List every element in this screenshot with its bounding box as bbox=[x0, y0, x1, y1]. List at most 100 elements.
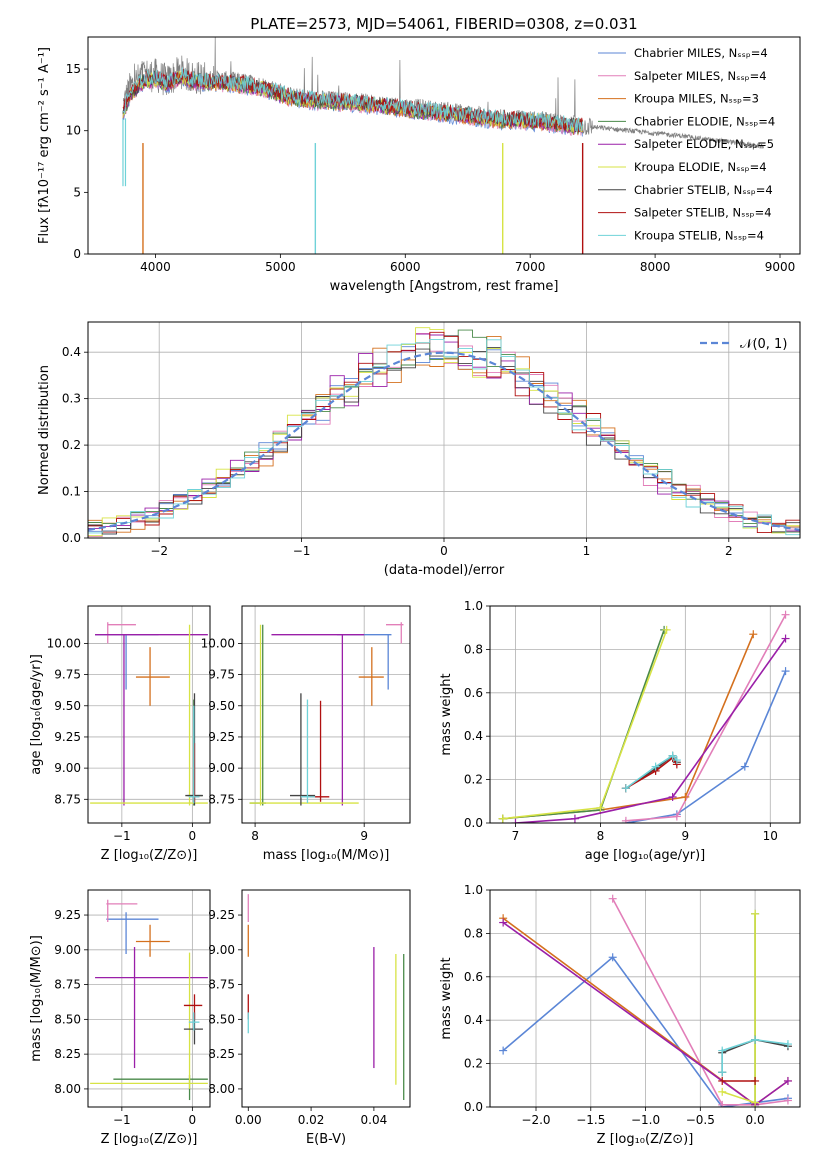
x-tick-label: 0.00 bbox=[235, 1113, 262, 1127]
residual-histogram-step bbox=[88, 331, 800, 538]
x-axis-label: Z [log₁₀(Z/Z⊙)] bbox=[101, 1132, 198, 1147]
y-tick-label: 10.00 bbox=[47, 636, 81, 650]
x-tick-label: 4000 bbox=[140, 260, 171, 274]
y-tick-label: 10 bbox=[66, 124, 81, 138]
mass-weight-line bbox=[625, 756, 678, 789]
residual-histograms bbox=[88, 327, 800, 538]
y-tick-label: 9.50 bbox=[54, 699, 81, 713]
y-tick-label: 0 bbox=[73, 247, 81, 261]
x-axis-label: (data-model)/error bbox=[384, 563, 505, 578]
y-tick-label: 8.00 bbox=[54, 1082, 81, 1096]
residual-histogram-step bbox=[88, 338, 800, 538]
legend-label: Chabrier STELIB, Nₛₛₚ=4 bbox=[634, 183, 773, 197]
y-axis-label: mass [log₁₀(M/M⊙)] bbox=[29, 935, 44, 1062]
weight_vs_Z-lines bbox=[499, 894, 792, 1107]
x-tick-label: 6000 bbox=[390, 260, 421, 274]
y-axis-label: age [log₁₀(age/yr)] bbox=[29, 654, 44, 775]
y-tick-label: 9.75 bbox=[54, 668, 81, 682]
y-tick-label: 8.75 bbox=[208, 792, 235, 806]
mass-weight-line bbox=[721, 1038, 789, 1073]
mass-weight-line bbox=[515, 638, 787, 823]
y-tick-label: 0.2 bbox=[464, 773, 483, 787]
x-tick-label: 0.04 bbox=[361, 1113, 388, 1127]
mass-weight-line bbox=[502, 629, 668, 820]
y-axis-label: Flux [fλ10⁻¹⁷ erg cm⁻² s⁻¹ A⁻¹] bbox=[37, 47, 52, 244]
x-tick-label: 0 bbox=[189, 1113, 197, 1127]
y-tick-label: 8.00 bbox=[208, 1082, 235, 1096]
x-axis-label: Z [log₁₀(Z/Z⊙)] bbox=[597, 1132, 694, 1147]
y-tick-label: 0.2 bbox=[62, 438, 81, 452]
x-axis-label: wavelength [Angstrom, rest frame] bbox=[330, 279, 559, 294]
spectrum-lines bbox=[122, 37, 764, 254]
y-tick-label: 9.00 bbox=[54, 943, 81, 957]
mass-weight-line bbox=[625, 754, 678, 789]
x-tick-label: 2 bbox=[725, 544, 733, 558]
y-tick-label: 0.6 bbox=[464, 970, 483, 984]
y-tick-label: 9.00 bbox=[208, 761, 235, 775]
x-tick-label: 0.02 bbox=[298, 1113, 325, 1127]
x-tick-label: 0 bbox=[189, 829, 197, 843]
x-tick-label: 7 bbox=[512, 829, 520, 843]
y-tick-label: 8.25 bbox=[54, 1047, 81, 1061]
y-tick-label: 8.50 bbox=[54, 1012, 81, 1026]
y-tick-label: 8.75 bbox=[208, 978, 235, 992]
x-tick-label: 9000 bbox=[765, 260, 796, 274]
residuals-frame bbox=[87, 321, 801, 539]
x-tick-label: −0.5 bbox=[686, 1113, 715, 1127]
y-tick-label: 9.25 bbox=[54, 730, 81, 744]
legend-label: 𝒩(0, 1) bbox=[740, 337, 787, 352]
y-tick-label: 5 bbox=[73, 185, 81, 199]
spectrum-axes: 4000 5000 6000 7000 8000 9000 0 5 10 15 wavelength… bbox=[37, 47, 795, 294]
x-tick-label: 8000 bbox=[640, 260, 671, 274]
model-spectrum-line bbox=[122, 67, 583, 132]
x-axis-label: age [log₁₀(age/yr)] bbox=[585, 848, 706, 863]
legend-label: Kroupa STELIB, Nₛₛₚ=4 bbox=[634, 228, 764, 242]
legend-label: Salpeter ELODIE, Nₛₛₚ=5 bbox=[634, 137, 774, 151]
age_vs_mass-errorbars bbox=[249, 622, 404, 806]
normal-reference-curve bbox=[88, 351, 800, 531]
legend-label: Kroupa ELODIE, Nₛₛₚ=4 bbox=[634, 160, 767, 174]
y-tick-label: 0.6 bbox=[464, 686, 483, 700]
mass-weight-line bbox=[502, 956, 789, 1107]
y-tick-label: 1.0 bbox=[464, 599, 483, 613]
y-tick-label: 9.75 bbox=[208, 668, 235, 682]
mass_vs_ebv-axes: 0.00 0.02 0.04 8.00 8.25 8.50 8.75 9.00 9.25 E(B-… bbox=[208, 908, 387, 1147]
y-tick-label: 15 bbox=[66, 62, 81, 76]
y-tick-label: 9.25 bbox=[208, 730, 235, 744]
weight_vs_age-frame bbox=[489, 605, 801, 824]
y-tick-label: 0.2 bbox=[464, 1057, 483, 1071]
x-tick-label: −2 bbox=[150, 544, 168, 558]
y-tick-label: 0.8 bbox=[464, 642, 483, 656]
spectrum-frame bbox=[87, 36, 801, 255]
y-tick-label: 0.4 bbox=[464, 729, 483, 743]
x-tick-label: 0 bbox=[440, 544, 448, 558]
mass_vs_Z-errorbars bbox=[90, 899, 208, 1101]
y-axis-label: mass weight bbox=[439, 957, 454, 1039]
y-tick-label: 9.50 bbox=[208, 699, 235, 713]
weight_vs_age-lines bbox=[498, 610, 790, 823]
x-tick-label: 8 bbox=[597, 829, 605, 843]
y-tick-label: 8.50 bbox=[208, 1012, 235, 1026]
mass-weight-line bbox=[625, 614, 787, 822]
x-axis-label: E(B-V) bbox=[306, 1132, 346, 1147]
y-tick-label: 1.0 bbox=[464, 883, 483, 897]
y-tick-label: 9.25 bbox=[208, 908, 235, 922]
y-tick-label: 0.0 bbox=[62, 531, 81, 545]
age_vs_Z-errorbars bbox=[90, 622, 208, 806]
x-tick-label: 5000 bbox=[265, 260, 296, 274]
y-tick-label: 0.8 bbox=[464, 926, 483, 940]
mass-weight-line bbox=[611, 898, 789, 1106]
legend-label: Salpeter MILES, Nₛₛₚ=4 bbox=[634, 69, 767, 83]
y-tick-label: 8.75 bbox=[54, 978, 81, 992]
spectrum-legend: Chabrier MILES, Nₛₛₚ=4 Salpeter MILES, Nₛ… bbox=[598, 46, 775, 242]
mass_vs_ebv-frame bbox=[241, 889, 411, 1108]
y-tick-label: 0.0 bbox=[464, 816, 483, 830]
x-axis-label: Z [log₁₀(Z/Z⊙)] bbox=[101, 848, 198, 863]
x-tick-label: 10 bbox=[763, 829, 778, 843]
y-tick-label: 8.75 bbox=[54, 792, 81, 806]
y-tick-label: 9.00 bbox=[208, 943, 235, 957]
y-tick-label: 9.00 bbox=[54, 761, 81, 775]
legend-label: Salpeter STELIB, Nₛₛₚ=4 bbox=[634, 206, 772, 220]
y-tick-label: 0.4 bbox=[62, 345, 81, 359]
